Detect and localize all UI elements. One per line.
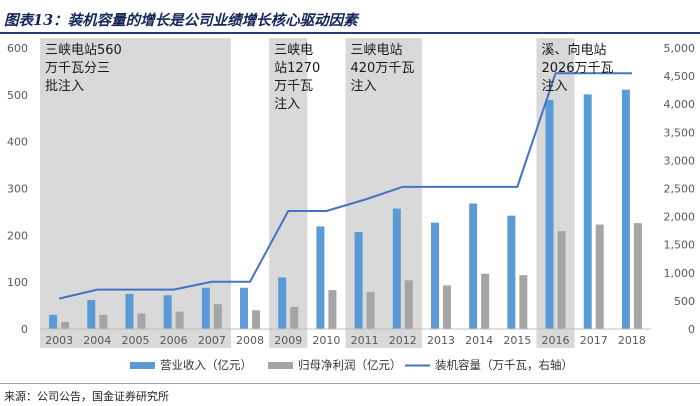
x-tick-2006: 2006 (160, 334, 188, 347)
bar-revenue-2016 (545, 99, 554, 329)
chart-title-bar: 图表13：装机容量的增长是公司业绩增长核心驱动因素 (0, 6, 700, 34)
x-tick-2004: 2004 (83, 334, 111, 347)
bar-profit-2013 (442, 285, 451, 329)
bar-revenue-2014 (469, 203, 478, 329)
x-tick-2005: 2005 (121, 334, 149, 347)
annotation-2-line-2: 注入 (351, 79, 377, 94)
bar-revenue-2009 (278, 277, 287, 329)
annotation-0-line-1: 万千瓦分三 (45, 61, 110, 76)
right-tick-5,000: 5,000 (664, 42, 696, 55)
annotation-3-line-2: 注入 (541, 79, 567, 94)
right-tick-3,000: 3,000 (664, 154, 696, 167)
legend-label-revenue: 营业收入（亿元） (160, 358, 252, 372)
bar-revenue-2004 (87, 299, 96, 329)
x-tick-2008: 2008 (236, 334, 264, 347)
annotation-1-line-2: 万千瓦 (274, 79, 313, 94)
right-tick-3,500: 3,500 (664, 126, 696, 139)
x-tick-2007: 2007 (198, 334, 226, 347)
bar-profit-2009 (290, 306, 299, 329)
right-tick-2,000: 2,000 (664, 211, 696, 224)
bar-profit-2004 (99, 314, 108, 329)
source-note: 来源：公司公告，国金证券研究所 (4, 390, 169, 403)
bar-revenue-2017 (583, 94, 592, 330)
x-tick-2009: 2009 (274, 334, 302, 347)
x-tick-2015: 2015 (503, 334, 531, 347)
legend-label-capacity: 装机容量（万千瓦，右轴） (435, 358, 573, 372)
annotation-2-line-1: 420万千瓦 (351, 61, 415, 76)
bar-profit-2012 (404, 280, 413, 329)
legend-swatch-revenue (130, 362, 155, 369)
bar-profit-2010 (328, 290, 337, 329)
right-tick-4,500: 4,500 (664, 70, 696, 83)
bar-revenue-2003 (49, 314, 58, 329)
bar-revenue-2011 (354, 232, 363, 329)
x-tick-2010: 2010 (312, 334, 340, 347)
left-tick-600: 600 (7, 42, 28, 55)
bar-revenue-2006 (163, 295, 172, 329)
left-tick-500: 500 (7, 89, 28, 102)
bar-profit-2017 (595, 224, 604, 329)
bar-revenue-2005 (125, 293, 134, 329)
bar-revenue-2008 (240, 287, 249, 329)
bar-profit-2011 (366, 292, 375, 329)
shaded-period-3 (536, 38, 575, 348)
annotation-0-line-2: 批注入 (45, 79, 84, 94)
legend-label-profit: 归母净利润（亿元） (298, 358, 402, 372)
x-tick-2011: 2011 (351, 334, 379, 347)
bar-revenue-2015 (507, 215, 516, 329)
bar-revenue-2018 (621, 89, 630, 329)
bar-profit-2016 (557, 231, 566, 329)
annotation-2-line-0: 三峡电站 (351, 43, 403, 58)
annotation-3-line-1: 2026万千瓦 (541, 61, 613, 76)
bar-profit-2007 (213, 304, 222, 329)
bar-profit-2005 (137, 313, 146, 329)
right-tick-0: 0 (688, 323, 695, 336)
left-tick-300: 300 (7, 183, 28, 196)
bar-revenue-2012 (392, 208, 401, 329)
bar-profit-2008 (252, 310, 261, 329)
x-tick-2013: 2013 (427, 334, 455, 347)
x-tick-2017: 2017 (580, 334, 608, 347)
capacity-line (58, 72, 632, 300)
x-tick-2018: 2018 (618, 334, 646, 347)
right-tick-2,500: 2,500 (664, 183, 696, 196)
right-tick-1,000: 1,000 (664, 267, 696, 280)
right-tick-500: 500 (674, 295, 695, 308)
bar-profit-2018 (633, 223, 642, 329)
x-tick-2012: 2012 (389, 334, 417, 347)
annotation-0-line-0: 三峡电站560 (45, 43, 122, 58)
bar-profit-2014 (481, 273, 490, 329)
bar-profit-2003 (61, 321, 70, 329)
left-tick-100: 100 (7, 276, 28, 289)
annotation-1-line-3: 注入 (274, 97, 300, 112)
bar-revenue-2013 (430, 222, 439, 329)
shaded-period-1 (269, 38, 308, 348)
footer-divider (0, 383, 700, 384)
bar-profit-2006 (175, 311, 184, 329)
legend-swatch-profit (268, 362, 293, 369)
right-tick-1,500: 1,500 (664, 239, 696, 252)
right-tick-4,000: 4,000 (664, 98, 696, 111)
x-tick-2003: 2003 (45, 334, 73, 347)
left-tick-200: 200 (7, 229, 28, 242)
annotation-1-line-1: 站1270 (274, 61, 320, 76)
left-tick-0: 0 (21, 323, 28, 336)
x-tick-2014: 2014 (465, 334, 493, 347)
combo-chart: 三峡电站560万千瓦分三批注入三峡电站1270万千瓦注入三峡电站420万千瓦注入… (7, 38, 696, 372)
x-tick-2016: 2016 (542, 334, 570, 347)
left-tick-400: 400 (7, 136, 28, 149)
annotation-3-line-0: 溪、向电站 (541, 42, 606, 58)
bar-profit-2015 (519, 275, 528, 329)
annotation-1-line-0: 三峡电 (274, 43, 313, 58)
bar-revenue-2007 (201, 287, 210, 329)
title-underline (0, 32, 700, 34)
chart-title: 图表13：装机容量的增长是公司业绩增长核心驱动因素 (4, 12, 358, 29)
bar-revenue-2010 (316, 226, 325, 329)
